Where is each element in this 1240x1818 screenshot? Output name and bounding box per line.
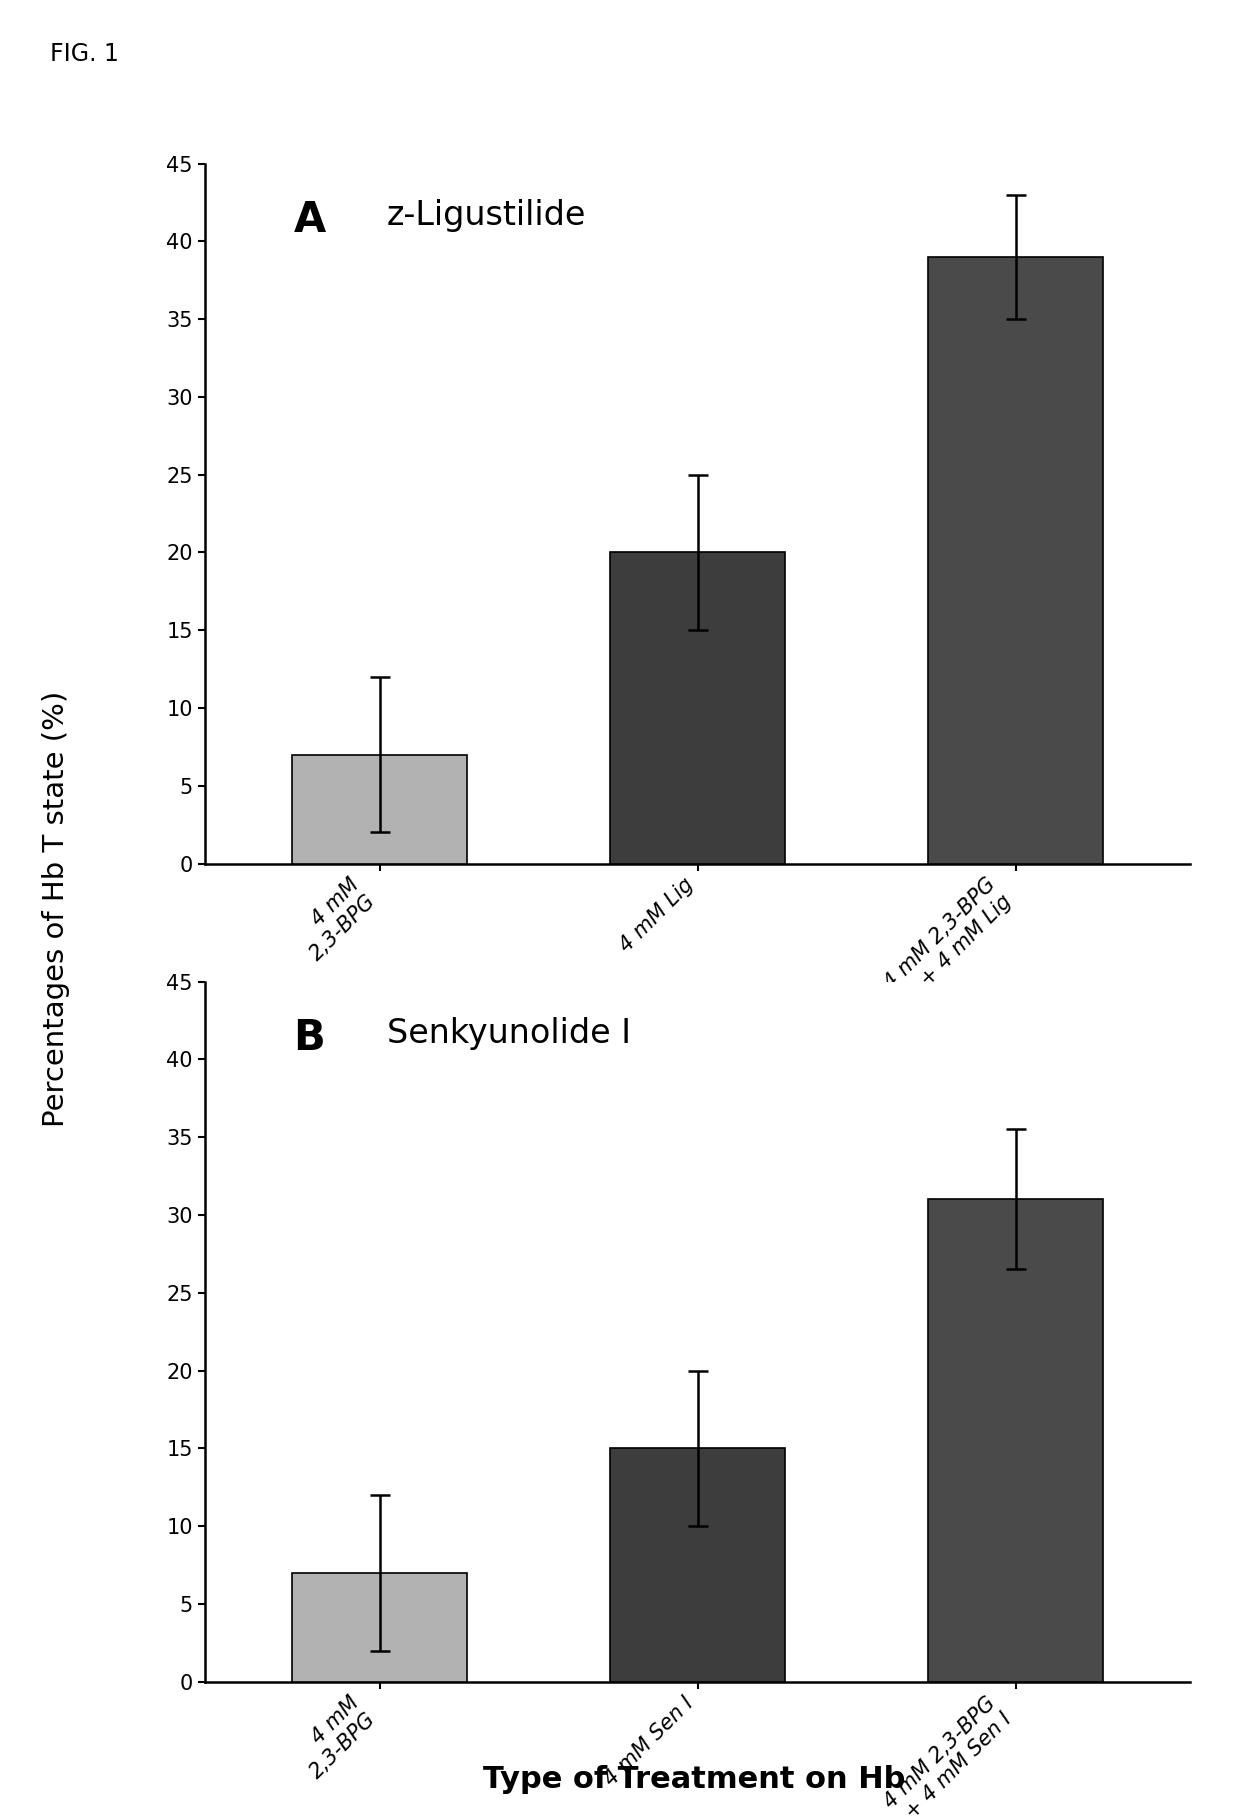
Bar	[928, 256, 1102, 864]
Bar	[928, 1200, 1102, 1682]
Text: Percentages of Hb T state (%): Percentages of Hb T state (%)	[42, 691, 69, 1127]
Bar	[610, 1449, 785, 1682]
Text: Type of Treatment on Hb: Type of Treatment on Hb	[484, 1765, 905, 1794]
Bar	[610, 553, 785, 864]
Text: FIG. 1: FIG. 1	[50, 42, 119, 65]
Text: B: B	[294, 1016, 325, 1058]
Bar	[293, 1573, 467, 1682]
Bar	[293, 754, 467, 864]
Text: A: A	[294, 198, 326, 240]
Text: z-Ligustilide: z-Ligustilide	[387, 198, 587, 231]
Text: Senkyunolide I: Senkyunolide I	[387, 1016, 631, 1049]
